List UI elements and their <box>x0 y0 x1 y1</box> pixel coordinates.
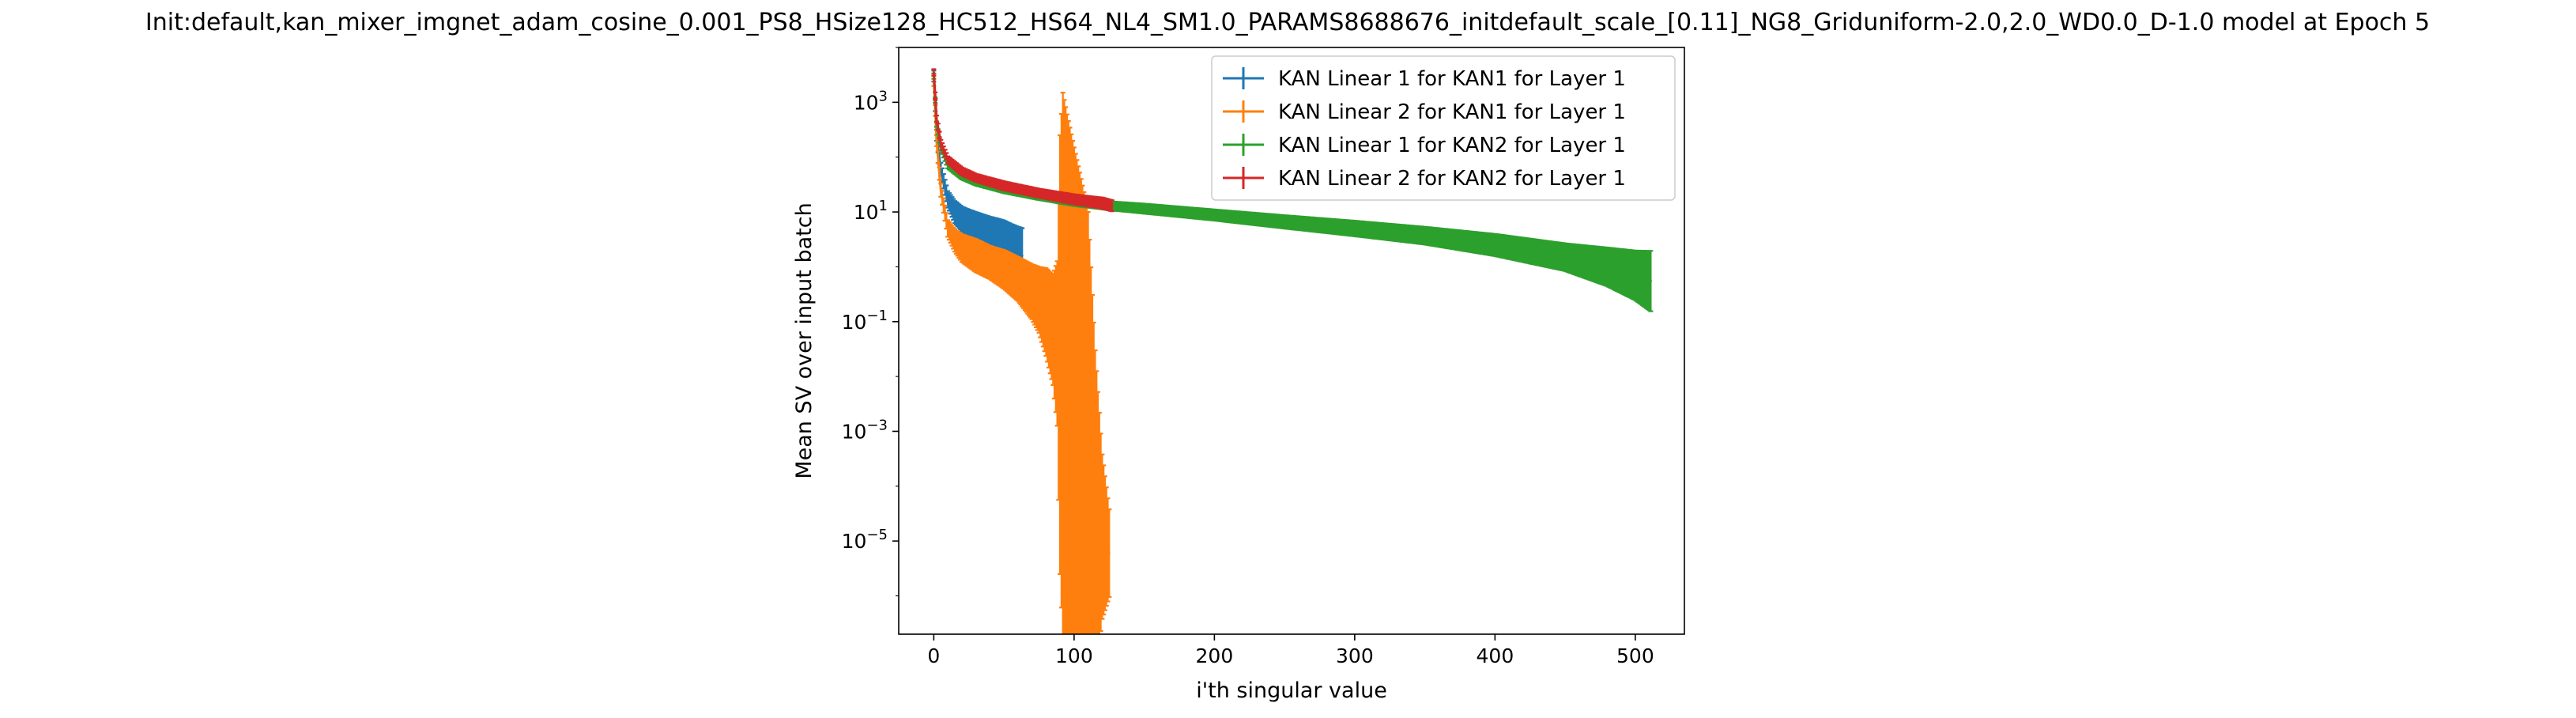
y-axis-ticks: 103 101 10−1 10−3 10−5 <box>842 47 899 597</box>
series-point <box>1044 311 1047 314</box>
series-point <box>1058 353 1062 357</box>
legend-entry: KAN Linear 1 for KAN2 for Layer 1 <box>1223 134 1626 157</box>
series-line <box>932 80 1111 554</box>
x-tick-label: 0 <box>927 644 940 667</box>
legend-label: KAN Linear 1 for KAN2 for Layer 1 <box>1278 134 1626 157</box>
series-point <box>935 117 938 120</box>
legend-entry: KAN Linear 2 for KAN2 for Layer 1 <box>1223 167 1626 191</box>
series-point <box>1020 254 1024 257</box>
series-point <box>960 217 964 221</box>
chart-title: Init:default,kan_mixer_imgnet_adam_cosin… <box>145 9 2430 36</box>
y-tick-label: 10−5 <box>842 527 888 553</box>
legend-label: KAN Linear 1 for KAN1 for Layer 1 <box>1278 67 1626 91</box>
x-tick-label: 100 <box>1055 644 1093 667</box>
series-point <box>1038 298 1040 301</box>
y-axis-label: Mean SV over input batch <box>792 202 817 478</box>
series-point <box>1062 365 1065 368</box>
series-point <box>932 71 935 74</box>
x-tick-label: 400 <box>1477 644 1514 667</box>
series-point <box>1016 250 1020 253</box>
series-point <box>946 227 949 230</box>
series-point <box>1073 420 1076 423</box>
series-point <box>982 229 984 232</box>
series-point <box>953 239 956 242</box>
series-point <box>1283 221 1286 224</box>
x-tick-label: 200 <box>1196 644 1234 667</box>
legend: KAN Linear 1 for KAN1 for Layer 1 KAN Lin… <box>1211 55 1676 201</box>
series-point <box>1100 535 1103 538</box>
series-point <box>1065 387 1069 391</box>
series-point <box>1649 279 1652 282</box>
series-point <box>946 198 949 201</box>
series-point <box>946 158 949 161</box>
series-point <box>1111 204 1114 207</box>
series-point <box>1143 207 1146 210</box>
x-tick-label: 500 <box>1616 644 1654 667</box>
series-point <box>975 176 978 180</box>
legend-entry: KAN Linear 1 for KAN1 for Layer 1 <box>1223 67 1626 91</box>
legend-label: KAN Linear 2 for KAN2 for Layer 1 <box>1278 167 1626 191</box>
series-point <box>1038 191 1040 195</box>
series-line <box>932 72 1113 207</box>
series-point <box>953 210 956 214</box>
y-tick-label: 103 <box>854 88 888 114</box>
series-layer <box>931 68 1654 634</box>
y-tick-label: 10−1 <box>842 308 888 334</box>
series-point <box>1634 274 1637 277</box>
series-point <box>1056 342 1059 345</box>
plot-frame <box>898 47 1685 635</box>
series-point <box>1002 184 1005 187</box>
series-point <box>1073 198 1076 201</box>
series-point <box>939 142 942 145</box>
series-point <box>1009 244 1013 248</box>
series-point <box>1031 290 1034 293</box>
series-point <box>1493 244 1496 247</box>
series-line <box>932 76 1024 257</box>
series-point <box>975 254 978 257</box>
series-point <box>988 261 991 264</box>
series-point <box>1213 214 1216 217</box>
series-point <box>1094 513 1096 516</box>
legend-label: KAN Linear 2 for KAN1 for Layer 1 <box>1278 100 1626 124</box>
series-point <box>1002 240 1005 243</box>
series-point <box>1051 329 1054 332</box>
x-axis-label: i'th singular value <box>1196 678 1387 703</box>
legend-entry: KAN Linear 2 for KAN1 for Layer 1 <box>1223 100 1626 124</box>
series-point <box>1424 234 1427 237</box>
series-point <box>975 226 978 229</box>
series-point <box>967 221 971 225</box>
series-point <box>1002 268 1005 271</box>
series-point <box>1605 265 1609 268</box>
series-point <box>1100 202 1103 205</box>
series-point <box>960 170 964 173</box>
y-tick-label: 101 <box>854 198 888 224</box>
series-4 <box>931 68 1115 213</box>
series-point <box>939 188 942 191</box>
series-point <box>995 236 998 240</box>
series-point <box>988 232 991 236</box>
y-tick-label: 10−3 <box>842 417 888 443</box>
series-point <box>1353 227 1356 230</box>
series-point <box>1080 452 1083 455</box>
x-tick-label: 300 <box>1336 644 1374 667</box>
series-point <box>1563 255 1567 259</box>
series-point <box>1107 552 1111 555</box>
legend-frame <box>1211 55 1676 201</box>
series-point <box>960 247 964 250</box>
x-axis-ticks: 0 100 200 300 400 500 <box>927 634 1654 667</box>
series-point <box>935 139 938 142</box>
series-point <box>1087 485 1090 488</box>
series-point <box>1016 278 1020 281</box>
